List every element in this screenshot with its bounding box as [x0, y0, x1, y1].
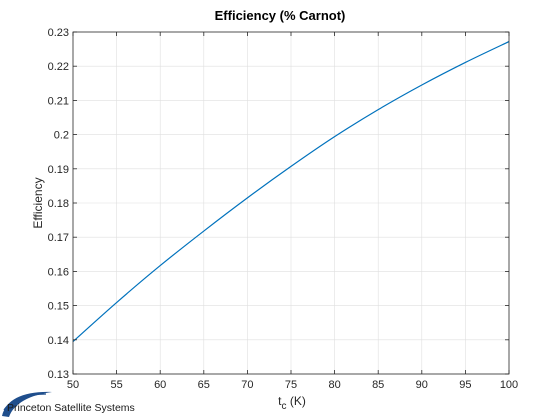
- y-tick-label: 0.18: [48, 198, 69, 210]
- y-tick-label: 0.17: [48, 232, 69, 244]
- y-tick-label: 0.21: [48, 95, 69, 107]
- x-tick-labels: 50 55 60 65 70 75 80 85 90 95 100: [67, 379, 518, 391]
- x-axis-label-subscript: c: [282, 401, 287, 412]
- x-tick-label: 55: [110, 379, 122, 391]
- y-tick-label: 0.16: [48, 266, 69, 278]
- x-tick-label: 75: [285, 379, 297, 391]
- y-tick-label: 0.19: [48, 164, 69, 176]
- x-tick-label: 60: [154, 379, 166, 391]
- y-axis-label: Efficiency: [31, 177, 45, 228]
- x-axis-label-main: t: [278, 394, 282, 408]
- y-tick-label: 0.23: [48, 27, 69, 39]
- chart-title: Efficiency (% Carnot): [215, 8, 346, 23]
- logo-swoosh-accent-icon: [3, 393, 47, 411]
- grid: [73, 32, 509, 374]
- y-tick-label: 0.15: [48, 301, 69, 313]
- logo-text: Princeton Satellite Systems: [7, 402, 135, 414]
- x-tick-label: 100: [500, 379, 518, 391]
- ticks: [72, 31, 510, 375]
- x-tick-label: 85: [372, 379, 384, 391]
- company-logo: Princeton Satellite Systems: [2, 391, 135, 417]
- y-tick-label: 0.2: [54, 130, 69, 142]
- x-tick-label: 80: [328, 379, 340, 391]
- x-axis-label: tc (K): [278, 394, 306, 412]
- x-tick-label: 90: [416, 379, 428, 391]
- y-tick-label: 0.22: [48, 61, 69, 73]
- y-tick-label: 0.13: [48, 369, 69, 381]
- y-tick-label: 0.14: [48, 335, 69, 347]
- y-tick-labels: 0.13 0.14 0.15 0.16 0.17 0.18 0.19 0.2 0.21 0.22 0…: [48, 27, 69, 381]
- x-tick-label: 65: [198, 379, 210, 391]
- x-tick-label: 70: [241, 379, 253, 391]
- x-tick-label: 50: [67, 379, 79, 391]
- efficiency-series-line: [72, 41, 510, 342]
- logo-swoosh-icon: [2, 391, 52, 417]
- x-axis-label-unit: (K): [287, 394, 306, 408]
- x-tick-label: 95: [459, 379, 471, 391]
- series-layer: [72, 41, 510, 342]
